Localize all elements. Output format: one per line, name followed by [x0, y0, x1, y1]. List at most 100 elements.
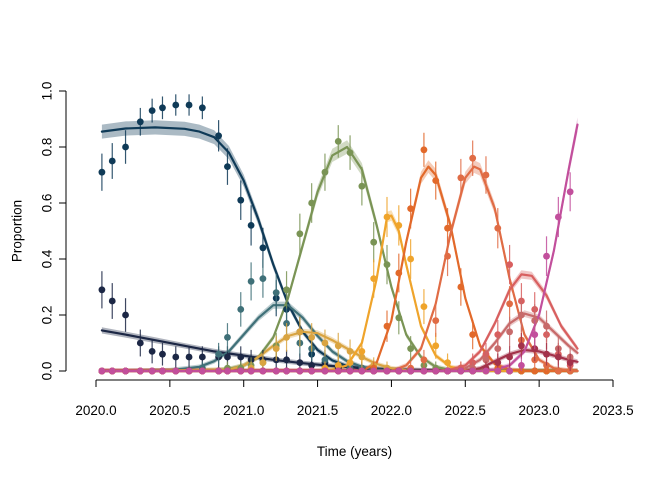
- data-point: [383, 367, 391, 375]
- x-tick-label: 2021.0: [223, 403, 264, 418]
- data-point: [494, 367, 502, 375]
- data-point: [283, 356, 290, 364]
- data-point: [198, 104, 206, 112]
- data-point: [395, 314, 403, 322]
- data-point: [148, 367, 156, 375]
- data-point: [122, 143, 129, 151]
- data-point: [531, 367, 539, 375]
- data-point: [395, 222, 403, 229]
- y-tick-label: 0.0: [40, 362, 55, 381]
- data-point: [494, 359, 502, 366]
- y-tick-label: 0.8: [40, 138, 55, 157]
- data-point: [407, 367, 415, 375]
- data-point: [296, 230, 304, 238]
- data-point: [283, 367, 290, 375]
- data-point: [215, 350, 223, 358]
- ci-bands-layer: [101, 117, 578, 372]
- data-point: [383, 213, 391, 221]
- data-point: [247, 222, 255, 229]
- data-point: [122, 367, 129, 375]
- x-tick-label: 2021.5: [297, 403, 338, 418]
- y-ticks: 0.0 0.2 0.4 0.6 0.8 1.0: [40, 82, 66, 381]
- data-point: [185, 101, 193, 109]
- data-point: [321, 168, 329, 176]
- data-point: [259, 359, 267, 366]
- data-point: [259, 367, 267, 375]
- data-point: [237, 196, 245, 204]
- data-point: [407, 345, 415, 352]
- data-point: [148, 107, 156, 114]
- fit-line-7: [100, 165, 579, 373]
- data-point: [531, 331, 539, 338]
- data-point: [358, 348, 366, 355]
- data-point: [224, 334, 231, 341]
- data-point: [482, 367, 490, 375]
- data-point: [237, 306, 245, 313]
- data-point: [136, 367, 144, 375]
- data-point: [432, 367, 440, 375]
- data-point: [259, 244, 267, 252]
- data-point: [224, 163, 231, 171]
- data-point: [566, 188, 574, 196]
- data-point: [283, 334, 290, 341]
- data-point: [247, 367, 255, 375]
- axes-layer: 2020.0 2020.5 2021.0 2021.5 2022.0 2022.5 2023…: [10, 82, 634, 459]
- data-point: [494, 224, 502, 232]
- data-point: [444, 224, 451, 232]
- data-point: [198, 353, 206, 361]
- data-point: [283, 286, 290, 294]
- x-tick-label: 2020.0: [75, 403, 116, 418]
- data-point: [346, 348, 354, 355]
- data-point: [321, 356, 329, 364]
- data-point: [420, 303, 428, 310]
- data-point: [554, 367, 562, 375]
- data-point: [185, 353, 193, 361]
- data-point: [198, 367, 206, 375]
- data-point: [321, 367, 329, 375]
- data-point: [383, 322, 391, 330]
- data-point: [543, 252, 550, 260]
- data-point: [224, 367, 231, 375]
- data-point: [272, 345, 280, 352]
- data-point: [122, 311, 129, 319]
- ci-band-0: [101, 120, 578, 371]
- data-point: [554, 213, 562, 221]
- data-point: [98, 168, 106, 176]
- data-point: [395, 367, 403, 375]
- x-tick-label: 2022.0: [371, 403, 412, 418]
- data-point: [346, 359, 354, 366]
- y-tick-label: 0.4: [40, 249, 55, 268]
- data-point: [370, 367, 378, 375]
- data-point: [296, 359, 304, 366]
- data-point: [518, 362, 525, 369]
- data-point: [494, 331, 502, 338]
- data-point: [432, 317, 440, 324]
- data-point: [159, 104, 166, 112]
- data-point: [432, 177, 440, 185]
- data-point: [334, 362, 342, 369]
- data-point: [308, 362, 316, 369]
- data-points-layer: [98, 94, 574, 375]
- data-point: [215, 132, 223, 140]
- data-point: [224, 353, 231, 361]
- data-point: [482, 171, 490, 179]
- data-point: [172, 101, 180, 109]
- data-point: [494, 345, 502, 352]
- data-point: [98, 367, 106, 375]
- x-axis-title: Time (years): [317, 444, 392, 459]
- data-point: [432, 342, 440, 350]
- data-point: [148, 348, 156, 355]
- data-point: [554, 353, 562, 361]
- data-point: [566, 359, 574, 366]
- data-point: [159, 350, 166, 358]
- data-point: [259, 275, 267, 282]
- data-point: [457, 174, 465, 182]
- data-point: [506, 367, 513, 375]
- data-point: [469, 154, 477, 162]
- fit-line-11: [100, 123, 579, 373]
- data-point: [543, 322, 550, 330]
- data-point: [543, 350, 550, 358]
- data-point: [172, 367, 180, 375]
